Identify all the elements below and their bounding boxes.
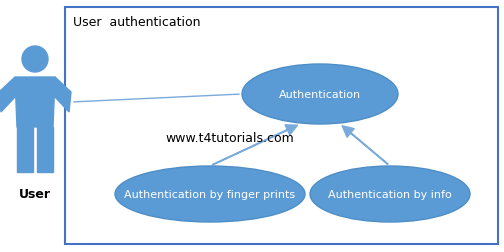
Polygon shape bbox=[17, 128, 33, 172]
Text: Authentication: Authentication bbox=[279, 90, 361, 100]
Circle shape bbox=[22, 47, 48, 73]
FancyArrowPatch shape bbox=[342, 126, 388, 165]
Ellipse shape bbox=[115, 166, 305, 222]
Ellipse shape bbox=[310, 166, 470, 222]
Text: www.t4tutorials.com: www.t4tutorials.com bbox=[165, 131, 294, 144]
Polygon shape bbox=[15, 78, 55, 128]
Text: User: User bbox=[19, 187, 51, 200]
Text: Authentication by finger prints: Authentication by finger prints bbox=[124, 189, 295, 199]
FancyArrowPatch shape bbox=[212, 125, 297, 166]
Bar bbox=[65, 8, 498, 244]
Polygon shape bbox=[37, 128, 53, 172]
Polygon shape bbox=[0, 78, 15, 113]
Ellipse shape bbox=[242, 65, 398, 124]
Polygon shape bbox=[55, 78, 71, 113]
Text: Authentication by info: Authentication by info bbox=[328, 189, 452, 199]
Text: User  authentication: User authentication bbox=[73, 16, 201, 29]
